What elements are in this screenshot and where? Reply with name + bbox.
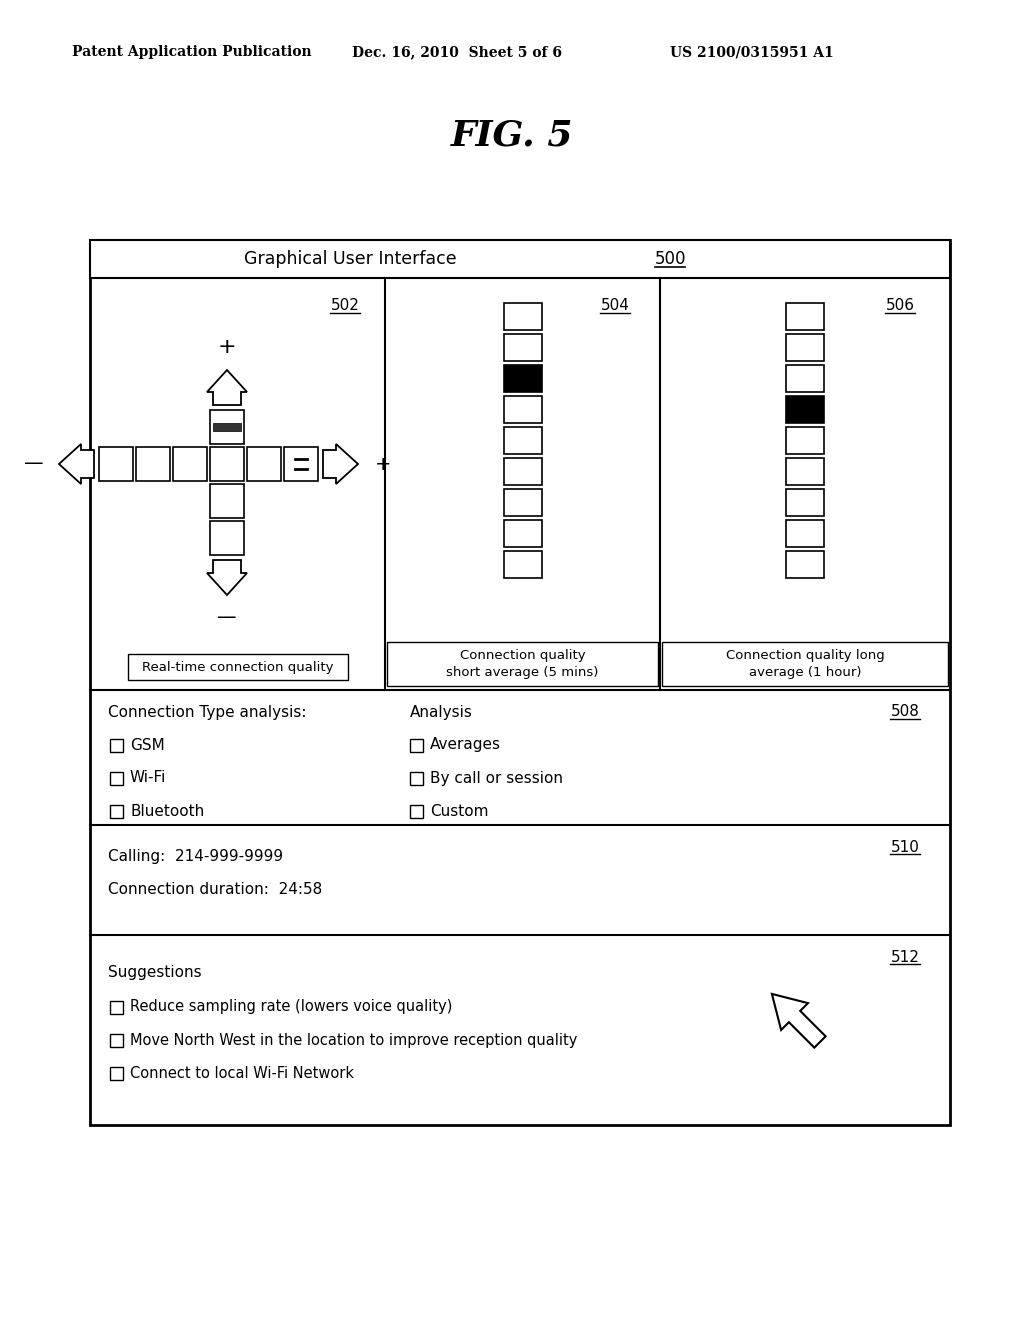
Bar [786, 458, 824, 484]
Bar [504, 304, 542, 330]
FancyArrow shape [772, 994, 825, 1048]
Text: 502: 502 [331, 298, 359, 314]
FancyArrow shape [59, 444, 94, 484]
Text: Calling:  214-999-9999: Calling: 214-999-9999 [108, 850, 283, 865]
Bar [210, 484, 244, 517]
Text: Analysis: Analysis [410, 705, 473, 719]
Bar [786, 520, 824, 546]
Text: Custom: Custom [430, 804, 488, 818]
Bar [504, 426, 542, 454]
Text: Connection quality long
average (1 hour): Connection quality long average (1 hour) [726, 649, 885, 678]
Text: Real-time connection quality: Real-time connection quality [141, 660, 333, 673]
Bar [786, 304, 824, 330]
Bar [136, 447, 170, 480]
FancyArrow shape [323, 444, 358, 484]
Bar [387, 642, 658, 686]
FancyArrow shape [207, 560, 247, 595]
Text: Suggestions: Suggestions [108, 965, 202, 981]
Text: Patent Application Publication: Patent Application Publication [72, 45, 311, 59]
Bar [247, 447, 281, 480]
Bar [410, 804, 423, 817]
Bar [284, 447, 318, 480]
Bar [786, 488, 824, 516]
Text: Graphical User Interface: Graphical User Interface [244, 249, 457, 268]
Bar [210, 447, 244, 480]
Text: Bluetooth: Bluetooth [130, 804, 204, 818]
Bar [110, 1067, 123, 1080]
Bar [504, 520, 542, 546]
Bar [210, 411, 244, 444]
Text: 508: 508 [891, 705, 920, 719]
Bar [110, 771, 123, 784]
Text: Connection Type analysis:: Connection Type analysis: [108, 705, 306, 719]
Text: +: + [375, 454, 391, 474]
Bar [786, 334, 824, 360]
Bar [504, 550, 542, 578]
Text: 500: 500 [654, 249, 686, 268]
Bar [210, 521, 244, 554]
Bar [213, 422, 241, 432]
Bar [128, 653, 347, 680]
Bar [504, 396, 542, 422]
Text: Connection quality
short average (5 mins): Connection quality short average (5 mins… [446, 649, 599, 678]
Bar [410, 771, 423, 784]
Bar [786, 550, 824, 578]
Text: Connect to local Wi-Fi Network: Connect to local Wi-Fi Network [130, 1065, 354, 1081]
Text: 506: 506 [886, 298, 914, 314]
Text: +: + [218, 337, 237, 356]
Bar [504, 334, 542, 360]
Bar [110, 738, 123, 751]
Bar [110, 1034, 123, 1047]
Bar [504, 366, 542, 392]
FancyArrow shape [207, 370, 247, 405]
Bar [173, 447, 207, 480]
Bar [410, 738, 423, 751]
Bar [110, 1001, 123, 1014]
Text: —: — [25, 454, 44, 474]
Text: GSM: GSM [130, 738, 165, 752]
Bar [504, 488, 542, 516]
Text: Averages: Averages [430, 738, 501, 752]
Text: 504: 504 [600, 298, 630, 314]
Bar [90, 240, 950, 279]
Bar [504, 458, 542, 484]
Text: 510: 510 [891, 840, 920, 854]
Text: 512: 512 [891, 949, 920, 965]
Bar [90, 240, 950, 1125]
Bar [99, 447, 133, 480]
Text: By call or session: By call or session [430, 771, 563, 785]
Text: Wi-Fi: Wi-Fi [130, 771, 166, 785]
Text: Connection duration:  24:58: Connection duration: 24:58 [108, 883, 323, 898]
Bar [786, 396, 824, 422]
Bar [786, 366, 824, 392]
Text: FIG. 5: FIG. 5 [451, 117, 573, 152]
Bar [786, 426, 824, 454]
Text: US 2100/0315951 A1: US 2100/0315951 A1 [670, 45, 834, 59]
Text: Reduce sampling rate (lowers voice quality): Reduce sampling rate (lowers voice quali… [130, 999, 453, 1015]
Text: Dec. 16, 2010  Sheet 5 of 6: Dec. 16, 2010 Sheet 5 of 6 [352, 45, 562, 59]
Text: Move North West in the location to improve reception quality: Move North West in the location to impro… [130, 1032, 578, 1048]
Bar [110, 804, 123, 817]
Text: —: — [217, 609, 237, 627]
Bar [662, 642, 948, 686]
